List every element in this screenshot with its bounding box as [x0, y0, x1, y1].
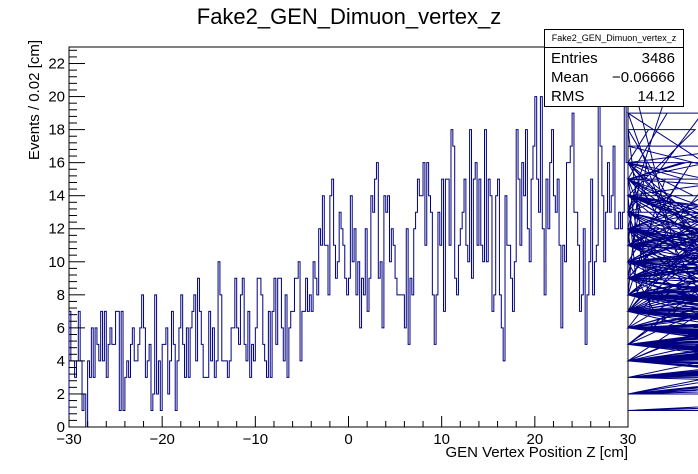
chart-title: Fake2_GEN_Dimuon_vertex_z	[196, 4, 502, 29]
y-tick-label: 12	[48, 221, 65, 238]
y-tick-label: 10	[48, 254, 65, 271]
stats-mean-row: Mean −0.06666	[551, 68, 675, 87]
y-axis: 0 2 4 6 8 10 12 14 16 18 20 22	[48, 49, 85, 436]
stats-mean-value: −0.06666	[612, 69, 675, 86]
stats-entries-row: Entries 3486	[551, 49, 675, 68]
stats-rms-value: 14.12	[637, 88, 675, 105]
y-tick-label: 6	[57, 320, 65, 337]
y-tick-label: 2	[57, 386, 65, 403]
histogram-step-line	[68, 63, 698, 428]
stats-histogram-name: Fake2_GEN_Dimuon_vertex_z	[545, 30, 683, 48]
y-tick-label: 14	[48, 188, 65, 205]
stats-box: Fake2_GEN_Dimuon_vertex_z Entries 3486 M…	[544, 29, 684, 107]
histogram-line	[68, 63, 698, 428]
x-axis: −30 −20 −10 0 10 20 30	[56, 416, 636, 448]
x-tick-label: 0	[344, 431, 352, 448]
y-tick-label: 0	[57, 419, 65, 436]
x-tick-label: −30	[56, 431, 81, 448]
stats-rms-row: RMS 14.12	[551, 87, 675, 106]
y-tick-label: 20	[48, 89, 65, 106]
stats-entries-value: 3486	[641, 50, 675, 67]
stats-rms-label: RMS	[551, 88, 585, 105]
x-tick-label: −10	[243, 431, 268, 448]
y-axis-title: Events / 0.02 [cm]	[26, 40, 43, 161]
x-axis-title: GEN Vertex Position Z [cm]	[445, 444, 628, 461]
y-tick-label: 4	[57, 353, 65, 370]
x-tick-label: 20	[526, 431, 543, 448]
x-tick-label: −20	[149, 431, 174, 448]
x-tick-label: 30	[620, 431, 637, 448]
y-tick-label: 8	[57, 287, 65, 304]
stats-entries-label: Entries	[551, 50, 598, 67]
y-tick-label: 18	[48, 122, 65, 139]
x-tick-label: 10	[433, 431, 450, 448]
y-tick-label: 22	[48, 56, 65, 73]
y-tick-label: 16	[48, 155, 65, 172]
stats-mean-label: Mean	[551, 69, 589, 86]
